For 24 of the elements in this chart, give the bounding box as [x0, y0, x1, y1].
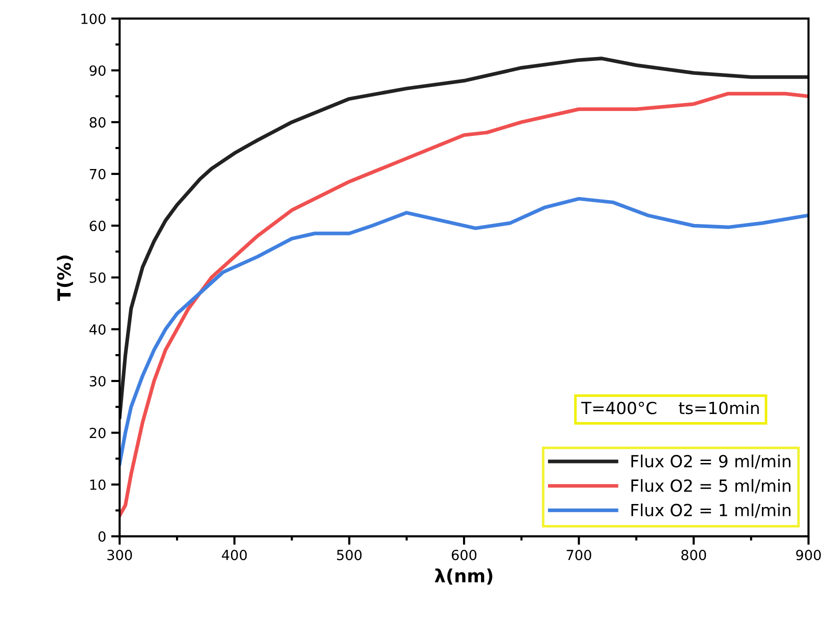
y-axis-title: T(%) — [56, 256, 73, 301]
y-tick-label: 90 — [90, 65, 106, 76]
x-tick-label: 900 — [796, 550, 821, 560]
x-tick-label: 600 — [452, 550, 476, 560]
x-axis-title: λ(nm) — [434, 568, 492, 585]
y-tick-label: 100 — [81, 14, 106, 24]
x-tick-label: 400 — [222, 550, 247, 560]
y-tick-label: 10 — [90, 480, 106, 490]
x-tick-label: 300 — [107, 550, 132, 560]
y-tick-label: 50 — [90, 272, 106, 283]
x-tick-label: 800 — [681, 550, 706, 560]
y-tick-label: 20 — [90, 428, 106, 438]
y-tick-label: 70 — [90, 168, 106, 180]
y-tick-label: 60 — [90, 220, 106, 232]
annotation: T=400°C ts=10min — [581, 401, 759, 414]
legend-label: Flux O2 = 9 ml/min — [631, 454, 790, 469]
x-tick-label: 700 — [566, 550, 592, 560]
legend-label: Flux O2 = 5 ml/min — [631, 479, 790, 494]
y-tick-label: 40 — [89, 324, 106, 335]
legend-label: Flux O2 = 1 ml/min — [631, 504, 790, 518]
y-tick-label: 0 — [98, 531, 106, 542]
y-tick-label: 30 — [90, 376, 106, 386]
x-tick-label: 500 — [337, 550, 362, 560]
y-tick-label: 80 — [90, 117, 106, 128]
